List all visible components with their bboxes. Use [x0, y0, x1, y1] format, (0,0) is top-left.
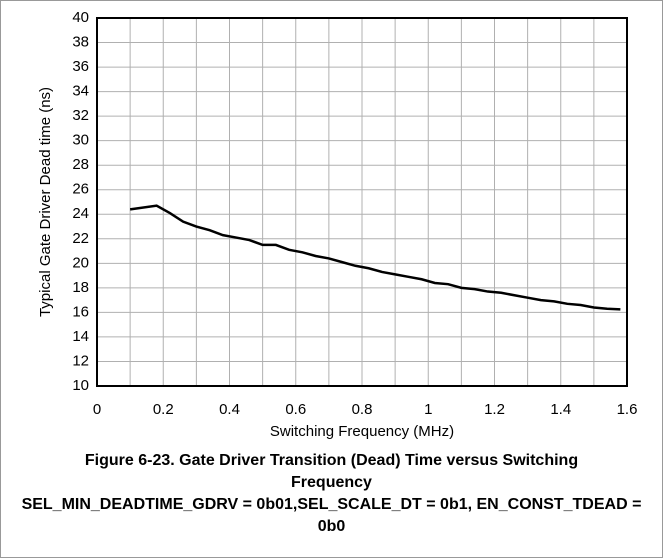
y-tick-label: 12	[72, 352, 89, 369]
y-tick-label: 38	[72, 34, 89, 51]
caption-title: Figure 6-23. Gate Driver Transition (Dea…	[84, 452, 579, 491]
caption-subtitle: SEL_MIN_DEADTIME_GDRV = 0b01,SEL_SCALE_D…	[21, 496, 642, 535]
y-tick-label: 10	[72, 377, 89, 394]
y-tick-label: 16	[72, 303, 89, 320]
y-tick-label: 18	[72, 279, 89, 296]
y-tick-label: 20	[72, 254, 89, 271]
x-tick-label: 0.2	[153, 401, 174, 418]
x-tick-label: 1.6	[617, 401, 638, 418]
x-tick-label: 1.4	[550, 401, 571, 418]
y-tick-label: 28	[72, 156, 89, 173]
x-tick-label: 1.2	[484, 401, 505, 418]
x-tick-label: 0	[93, 401, 101, 418]
x-tick-label: 0.8	[352, 401, 373, 418]
y-tick-label: 36	[72, 58, 89, 75]
y-tick-label: 14	[72, 328, 89, 345]
x-axis-label: Switching Frequency (MHz)	[270, 423, 454, 440]
y-tick-label: 26	[72, 181, 89, 198]
y-tick-label: 22	[72, 230, 89, 247]
x-tick-label: 1	[424, 401, 432, 418]
line	[129, 204, 621, 311]
y-tick-label: 32	[72, 107, 89, 124]
y-tick-label: 24	[72, 205, 89, 222]
caption: Figure 6-23. Gate Driver Transition (Dea…	[21, 452, 642, 535]
y-axis-label: Typical Gate Driver Dead time (ns)	[37, 87, 54, 317]
x-tick-label: 0.6	[285, 401, 306, 418]
plot-border	[96, 17, 628, 387]
y-tick-label: 40	[72, 9, 89, 26]
y-tick-label: 34	[72, 83, 89, 100]
y-tick-label: 30	[72, 132, 89, 149]
x-tick-label: 0.4	[219, 401, 240, 418]
